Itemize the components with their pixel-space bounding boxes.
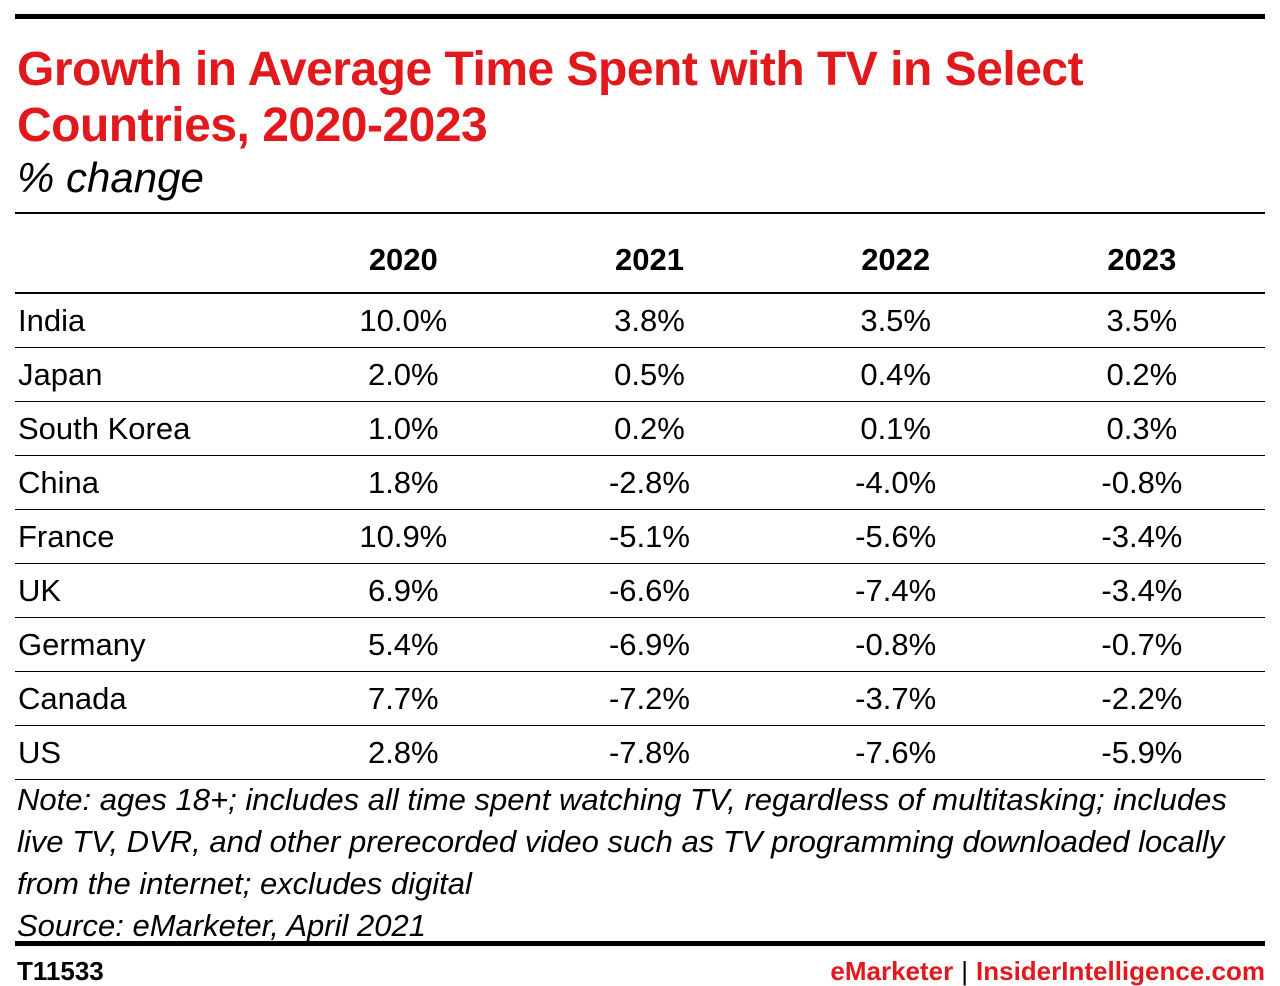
footer-brand: eMarketer | InsiderIntelligence.com: [830, 956, 1265, 986]
table-cell-value: -3.4%: [1101, 572, 1183, 608]
table-cell-value: -5.6%: [855, 518, 937, 554]
row-label-country: UK: [18, 572, 62, 608]
row-label-country: India: [18, 302, 86, 338]
table-cell-value: -7.8%: [608, 734, 690, 770]
table-row: UK 6.9% -6.6% -7.4% -3.4%: [15, 564, 1265, 618]
table-cell-value: 3.8%: [614, 302, 685, 338]
table-cell-value: 0.2%: [614, 410, 685, 446]
brand-insiderintelligence-link[interactable]: InsiderIntelligence.com: [976, 956, 1265, 986]
row-label-country: Canada: [18, 680, 127, 716]
table-cell-value: -0.8%: [1101, 464, 1183, 500]
table-cell-value: -2.8%: [608, 464, 690, 500]
row-label-country: South Korea: [18, 410, 191, 446]
table-cell-value: 10.0%: [359, 302, 448, 338]
column-header-2021: 2021: [615, 242, 684, 277]
table-cell-value: -3.4%: [1101, 518, 1183, 554]
table-row: South Korea 1.0% 0.2% 0.1% 0.3%: [15, 402, 1265, 456]
table-cell-value: -7.4%: [855, 572, 937, 608]
brand-separator: |: [961, 956, 969, 986]
bottom-rule: [15, 941, 1265, 946]
table-row: France 10.9% -5.1% -5.6% -3.4%: [15, 510, 1265, 564]
table-cell-value: 6.9%: [367, 572, 439, 608]
table-cell-value: 0.2%: [1106, 356, 1178, 392]
column-header-2023: 2023: [1107, 242, 1177, 277]
chart-subtitle: % change: [17, 154, 204, 201]
table-cell-value: -5.9%: [1101, 734, 1183, 770]
row-label-country: Japan: [18, 356, 103, 392]
table-cell-value: 0.1%: [860, 410, 931, 446]
header-rule: [15, 212, 1265, 214]
column-header-2020: 2020: [368, 242, 438, 277]
table-cell-value: 5.4%: [367, 626, 439, 662]
table-cell-value: -5.1%: [608, 518, 690, 554]
table-row: Canada 7.7% -7.2% -3.7% -2.2%: [15, 672, 1265, 726]
table-cell-value: 1.8%: [367, 464, 439, 500]
table-cell-value: 3.5%: [1106, 302, 1178, 338]
chart-frame: Growth in Average Time Spent with TV in …: [15, 14, 1265, 986]
table-cell-value: 0.4%: [860, 356, 931, 392]
table-cell-value: 2.0%: [367, 356, 439, 392]
row-label-country: US: [18, 734, 62, 770]
table-cell-value: -4.0%: [855, 464, 937, 500]
column-header-2022: 2022: [861, 242, 931, 277]
brand-emarketer[interactable]: eMarketer: [830, 956, 954, 986]
row-label-country: Germany: [18, 626, 146, 662]
table-cell-value: 0.3%: [1106, 410, 1178, 446]
table-cell-value: -0.7%: [1101, 626, 1183, 662]
table-cell-value: -3.7%: [855, 680, 937, 716]
column-header-country: [15, 228, 280, 293]
table-cell-value: 0.5%: [614, 356, 685, 392]
table-header-row: 2020 2021 2022 2023: [15, 228, 1265, 293]
table-cell-value: 3.5%: [860, 302, 931, 338]
table-body: India 10.0% 3.8% 3.5% 3.5% Japan 2.0% 0.5% 0.4% 0…: [15, 293, 1265, 780]
row-label-country: China: [18, 464, 99, 500]
top-rule: [15, 14, 1265, 19]
table-cell-value: 10.9%: [359, 518, 448, 554]
table-cell-value: -6.9%: [608, 626, 690, 662]
table-row: Japan 2.0% 0.5% 0.4% 0.2%: [15, 348, 1265, 402]
table-row: US 2.8% -7.8% -7.6% -5.9%: [15, 726, 1265, 780]
table-cell-value: -7.6%: [855, 734, 937, 770]
table-cell-value: 2.8%: [367, 734, 439, 770]
chart-id: T11533: [17, 956, 104, 986]
table-cell-value: -2.2%: [1101, 680, 1183, 716]
data-table: 2020 2021 2022 2023 India 10.0% 3.8% 3.5% 3.5% J…: [15, 228, 1265, 780]
table-row: India 10.0% 3.8% 3.5% 3.5%: [15, 293, 1265, 348]
table-cell-value: 7.7%: [367, 680, 439, 716]
row-label-country: France: [18, 518, 115, 554]
note-block: Note: ages 18+; includes all time spent …: [17, 779, 1262, 947]
table-row: China 1.8% -2.8% -4.0% -0.8%: [15, 456, 1265, 510]
table-cell-value: -6.6%: [608, 572, 690, 608]
source-text: Source: eMarketer, April 2021: [17, 908, 426, 943]
table-cell-value: 1.0%: [367, 410, 439, 446]
chart-title: Growth in Average Time Spent with TV in …: [17, 43, 1084, 152]
table-cell-value: -0.8%: [855, 626, 937, 662]
table-cell-value: -7.2%: [608, 680, 690, 716]
note-text: Note: ages 18+; includes all time spent …: [17, 782, 1227, 901]
table-row: Germany 5.4% -6.9% -0.8% -0.7%: [15, 618, 1265, 672]
